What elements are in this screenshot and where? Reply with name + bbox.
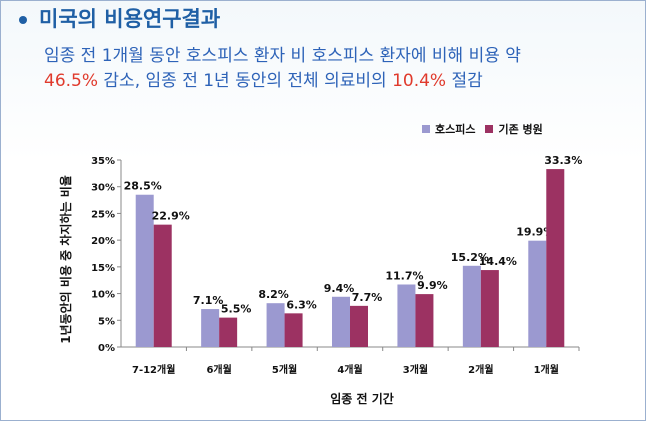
- x-tick-label: 1개월: [534, 363, 559, 376]
- y-tick-label: 25%: [91, 209, 115, 220]
- legend-item-existing: 기존 병원: [485, 121, 543, 137]
- bar-existing: [219, 317, 238, 347]
- data-label: 28.5%: [124, 180, 162, 193]
- chart-legend: 호스피스 기존 병원: [422, 121, 553, 137]
- bar-existing: [284, 313, 303, 347]
- bar-hospice: [201, 309, 220, 347]
- subtitle-line-1: 임종 전 1개월 동안 호스피스 환자 비 호스피스 환자에 비해 비용 약: [44, 46, 521, 66]
- y-tick-label: 10%: [91, 290, 115, 301]
- bar-hospice: [397, 284, 416, 347]
- x-tick-label: 3개월: [403, 363, 428, 376]
- subtitle-line-2: 46.5% 감소, 임종 전 1년 동안의 전체 의료비의 10.4% 절감: [44, 66, 483, 91]
- x-tick-label: 6개월: [206, 363, 231, 376]
- legend-item-hospice: 호스피스: [422, 121, 475, 137]
- data-label: 7.1%: [193, 294, 224, 307]
- subtitle-highlight-2: 10.4%: [392, 71, 447, 91]
- x-tick-label: 2개월: [468, 363, 493, 376]
- y-tick-label: 20%: [91, 236, 115, 247]
- bar-hospice: [528, 240, 547, 347]
- bar-existing: [415, 294, 434, 347]
- data-label: 7.7%: [352, 291, 383, 304]
- bar-hospice: [135, 194, 154, 347]
- x-tick-label: 4개월: [337, 363, 362, 376]
- x-tick-label: 7-12개월: [132, 363, 175, 376]
- bar-existing: [480, 270, 499, 347]
- subtitle-highlight-1: 46.5%: [44, 71, 99, 91]
- legend-label-existing: 기존 병원: [498, 123, 543, 136]
- bar-existing: [546, 169, 565, 347]
- legend-swatch-existing: [485, 125, 494, 133]
- data-label: 14.4%: [479, 255, 517, 268]
- y-tick-label: 5%: [98, 316, 115, 327]
- data-label: 9.4%: [324, 282, 355, 295]
- subtitle-text-2: 절감: [446, 71, 483, 91]
- y-axis-title: 1년동안의 비용 중 차지하는 비율: [58, 175, 73, 344]
- bar-hospice: [332, 296, 350, 347]
- legend-swatch-hospice: [422, 125, 430, 133]
- bar-hospice: [266, 303, 285, 347]
- slide-title: 미국의 비용연구결과: [39, 7, 221, 31]
- bar-hospice: [462, 265, 481, 347]
- data-label: 19.9%: [516, 226, 554, 239]
- bar-existing: [153, 224, 172, 347]
- legend-label-hospice: 호스피스: [435, 123, 476, 136]
- bullet-icon: [19, 16, 27, 24]
- data-label: 11.7%: [385, 269, 423, 282]
- bar-existing: [350, 305, 368, 347]
- y-tick-label: 35%: [91, 156, 115, 167]
- y-tick-label: 15%: [91, 263, 115, 274]
- data-label: 6.3%: [286, 298, 317, 311]
- data-label: 9.9%: [417, 279, 448, 292]
- subtitle-text-1: 감소, 임종 전 1년 동안의 전체 의료비의: [98, 71, 393, 91]
- data-label: 5.5%: [221, 303, 252, 316]
- x-axis-title: 임종 전 기간: [330, 391, 394, 406]
- y-tick-label: 30%: [91, 183, 115, 194]
- data-label: 22.9%: [152, 210, 190, 223]
- data-label: 8.2%: [258, 288, 289, 301]
- data-label: 33.3%: [544, 154, 582, 167]
- y-tick-label: 0%: [98, 343, 115, 354]
- x-tick-label: 5개월: [272, 363, 297, 376]
- data-label: 15.2%: [451, 251, 489, 264]
